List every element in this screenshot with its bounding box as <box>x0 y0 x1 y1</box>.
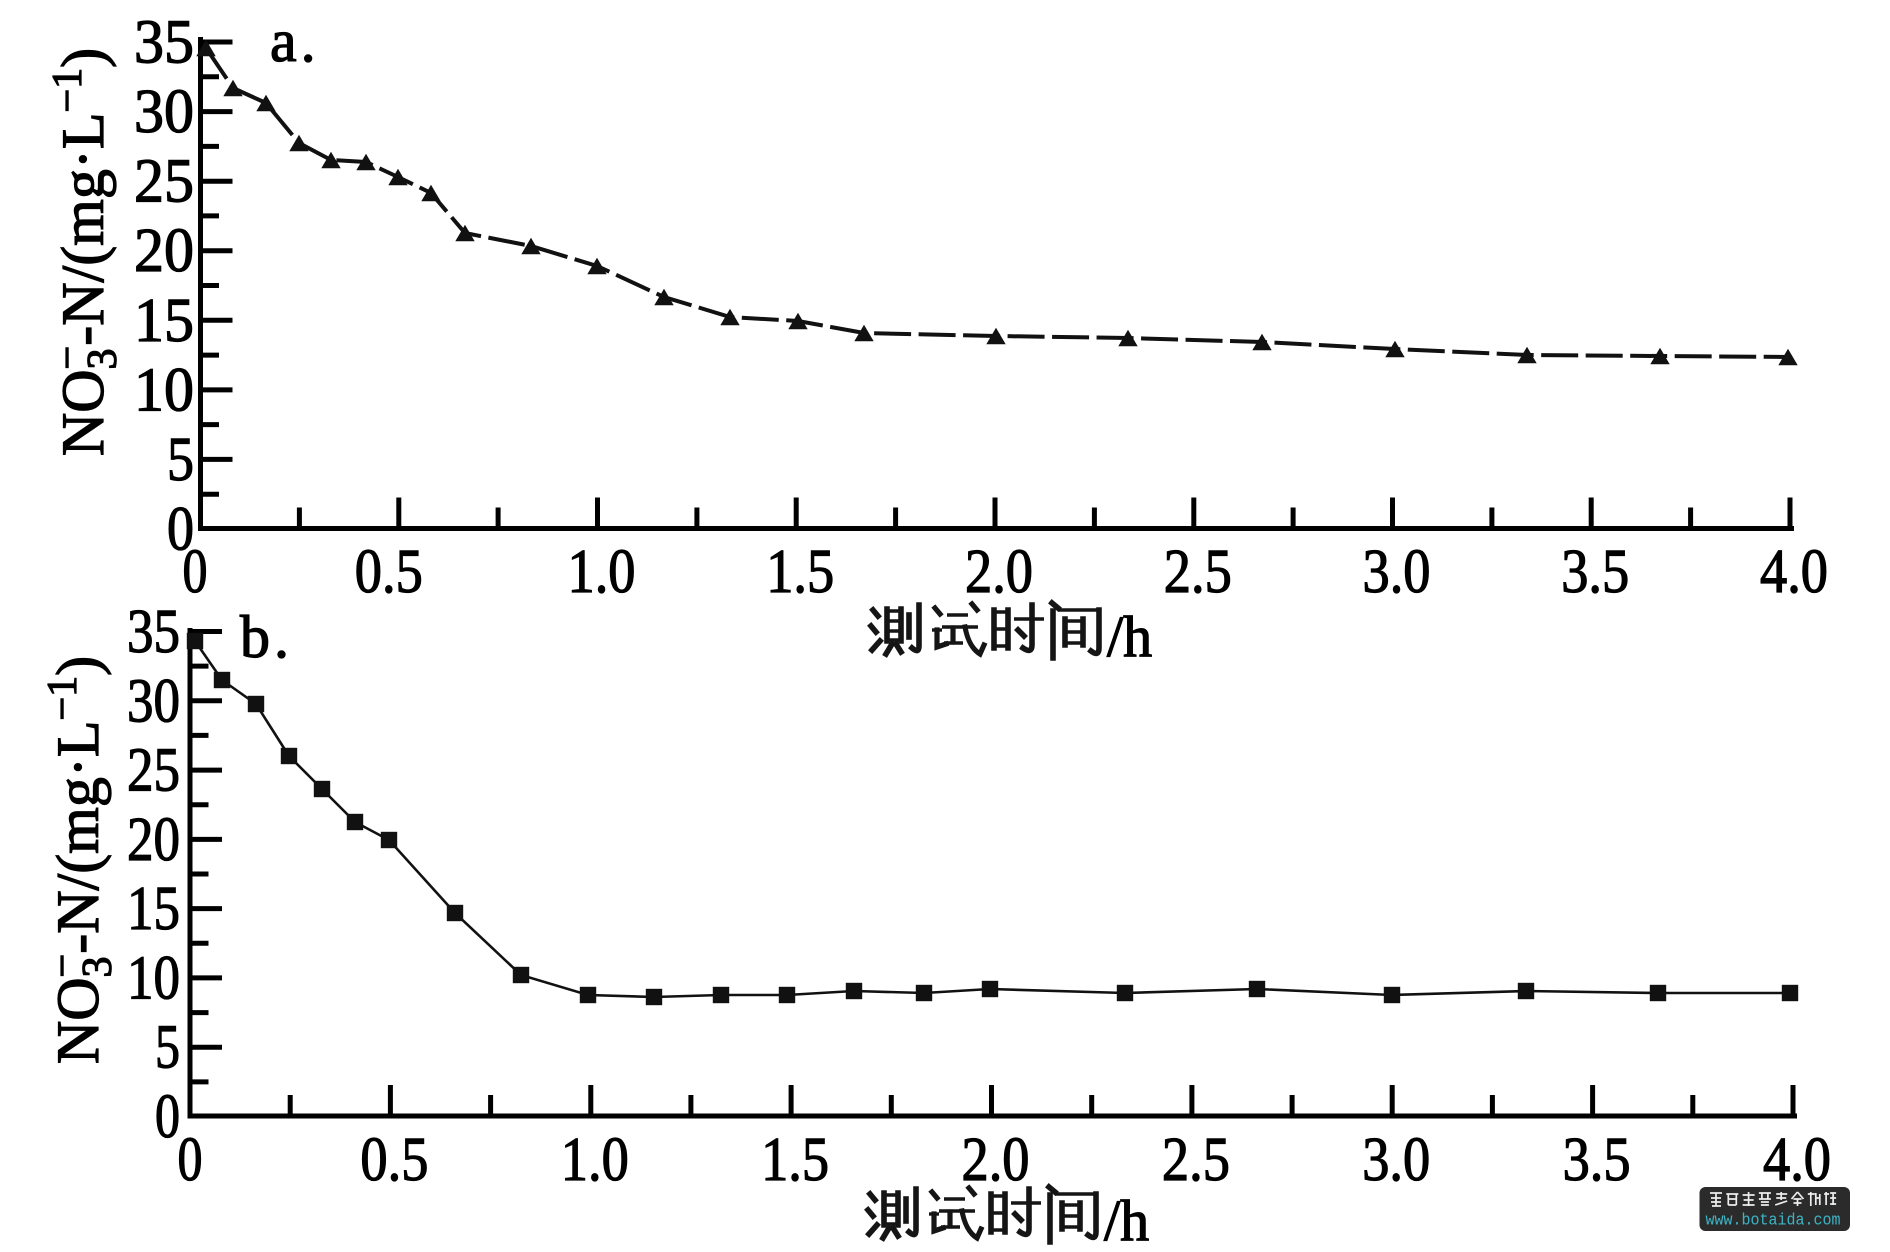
svg-text:3.0: 3.0 <box>1362 1126 1430 1194</box>
svg-text:/h: /h <box>1104 1188 1149 1252</box>
svg-text:0.5: 0.5 <box>355 538 423 606</box>
svg-text:NO3−-N/(mg·L−1): NO3−-N/(mg·L−1) <box>45 48 126 456</box>
svg-text:4.0: 4.0 <box>1760 538 1828 606</box>
svg-text:b.: b. <box>240 604 293 670</box>
svg-text:3.5: 3.5 <box>1563 1126 1631 1194</box>
svg-text:2.0: 2.0 <box>962 1126 1030 1194</box>
svg-text:15: 15 <box>127 875 180 943</box>
svg-text:5: 5 <box>167 426 194 494</box>
svg-text:10: 10 <box>134 356 194 424</box>
svg-text:0: 0 <box>183 538 208 606</box>
svg-text:1.5: 1.5 <box>766 538 834 606</box>
svg-text:25: 25 <box>127 737 180 805</box>
svg-text:20: 20 <box>127 806 180 874</box>
svg-text:4.0: 4.0 <box>1763 1126 1831 1194</box>
svg-text:3.5: 3.5 <box>1561 538 1629 606</box>
svg-text:35: 35 <box>127 598 180 666</box>
svg-text:1.0: 1.0 <box>561 1126 629 1194</box>
svg-text:1.5: 1.5 <box>761 1126 829 1194</box>
svg-text:NO3−-N/(mg·L−1): NO3−-N/(mg·L−1) <box>40 656 121 1064</box>
svg-text:0: 0 <box>178 1126 203 1194</box>
svg-text:0: 0 <box>155 1083 180 1151</box>
svg-text:www.botaida.com: www.botaida.com <box>1706 1212 1841 1231</box>
svg-text:2.5: 2.5 <box>1164 538 1232 606</box>
svg-text:25: 25 <box>134 148 194 216</box>
svg-text:/h: /h <box>1107 604 1152 669</box>
svg-text:35: 35 <box>134 9 194 77</box>
svg-text:0.5: 0.5 <box>360 1126 428 1194</box>
svg-text:3.0: 3.0 <box>1363 538 1431 606</box>
svg-text:10: 10 <box>127 944 180 1012</box>
svg-text:0: 0 <box>167 496 194 564</box>
svg-text:20: 20 <box>134 217 194 285</box>
svg-text:1.0: 1.0 <box>568 538 636 606</box>
svg-text:15: 15 <box>134 287 194 355</box>
svg-text:30: 30 <box>127 667 180 735</box>
svg-text:2.5: 2.5 <box>1162 1126 1230 1194</box>
svg-text:a.: a. <box>270 8 320 74</box>
svg-text:5: 5 <box>155 1014 180 1082</box>
svg-text:30: 30 <box>134 78 194 146</box>
svg-text:2.0: 2.0 <box>965 538 1033 606</box>
